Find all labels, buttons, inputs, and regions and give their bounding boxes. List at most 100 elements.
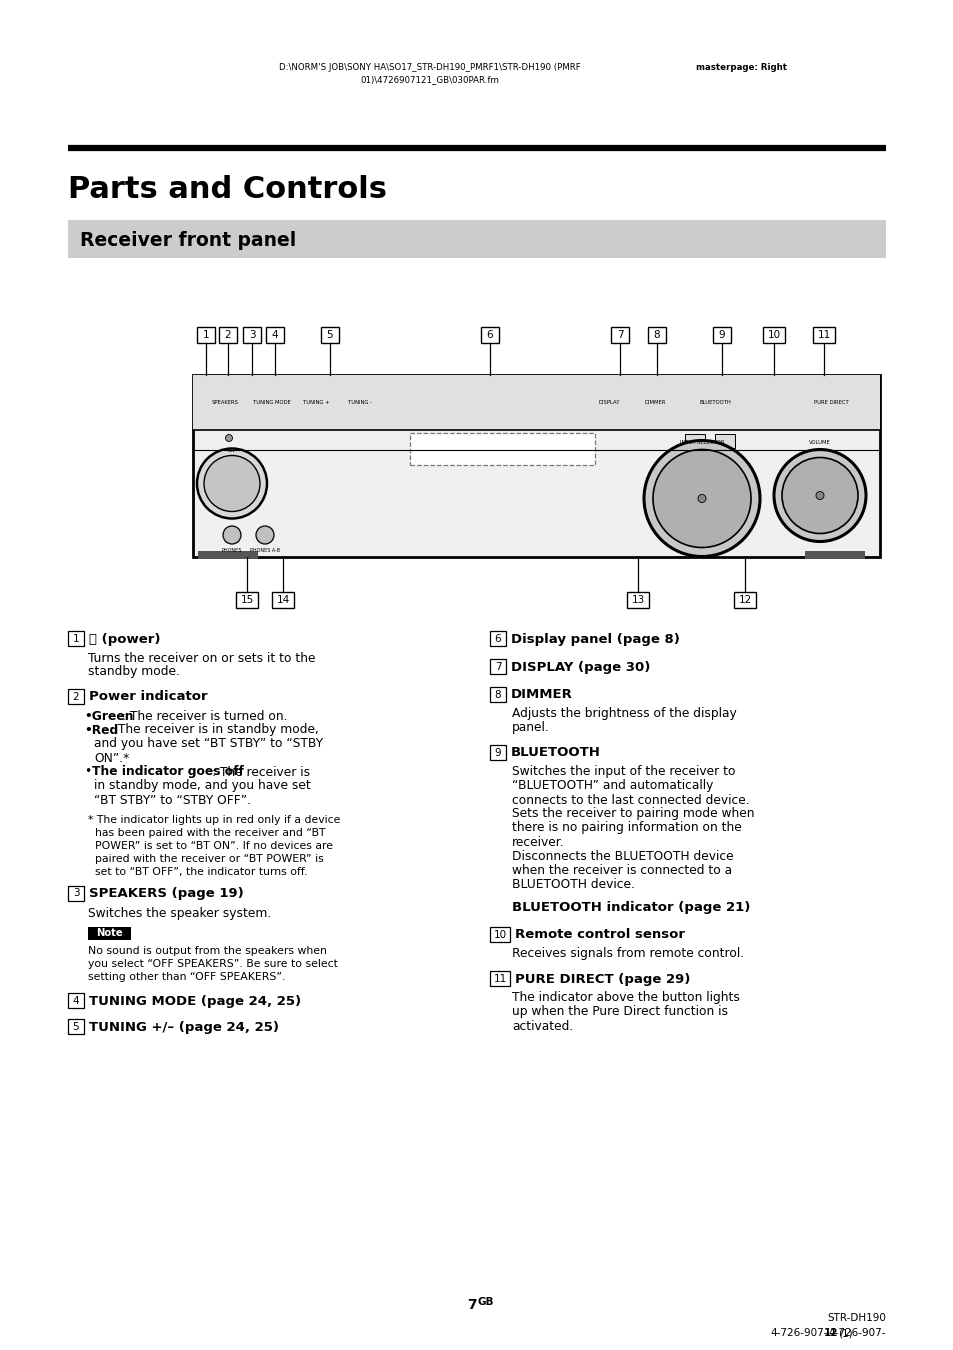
Text: 6: 6 — [486, 329, 493, 340]
Bar — [610, 327, 628, 343]
Bar — [480, 327, 498, 343]
Text: BLUETOOTH indicator (page 21): BLUETOOTH indicator (page 21) — [512, 900, 750, 914]
Bar — [198, 551, 257, 559]
Text: SPEAKERS: SPEAKERS — [212, 400, 238, 405]
Text: Remote control sensor: Remote control sensor — [515, 929, 684, 941]
Text: 12: 12 — [738, 595, 751, 605]
Text: : The receiver is turned on.: : The receiver is turned on. — [122, 710, 287, 722]
Circle shape — [698, 494, 705, 502]
Bar — [68, 220, 885, 258]
Bar — [243, 327, 261, 343]
Bar — [88, 927, 131, 940]
Text: : The receiver is in standby mode,: : The receiver is in standby mode, — [110, 724, 318, 737]
Text: 1: 1 — [72, 633, 79, 644]
Bar — [684, 433, 704, 448]
Text: Switches the input of the receiver to: Switches the input of the receiver to — [512, 765, 735, 779]
Bar — [320, 327, 338, 343]
Text: * The indicator lights up in red only if a device: * The indicator lights up in red only if… — [88, 815, 340, 825]
Bar — [804, 551, 864, 559]
Text: 3: 3 — [249, 329, 255, 340]
Circle shape — [643, 440, 760, 556]
Bar — [410, 433, 595, 464]
Text: 3: 3 — [72, 888, 79, 899]
Text: Receives signals from remote control.: Receives signals from remote control. — [512, 948, 743, 960]
Bar — [68, 630, 84, 647]
Bar — [490, 927, 510, 942]
Text: 01)\4726907121_GB\030PAR.fm: 01)\4726907121_GB\030PAR.fm — [360, 76, 499, 85]
Text: masterpage: Right: masterpage: Right — [696, 62, 786, 72]
Text: standby mode.: standby mode. — [88, 666, 180, 679]
Text: TUNING +: TUNING + — [302, 400, 329, 405]
Text: receiver.: receiver. — [512, 836, 564, 849]
Circle shape — [773, 450, 865, 541]
Circle shape — [204, 455, 260, 512]
Text: D:\NORM'S JOB\SONY HA\SO17_STR-DH190_PMRF1\STR-DH190 (PMRF: D:\NORM'S JOB\SONY HA\SO17_STR-DH190_PMR… — [279, 62, 580, 72]
Text: Receiver front panel: Receiver front panel — [80, 231, 296, 250]
Bar — [812, 327, 834, 343]
Circle shape — [255, 526, 274, 544]
Text: 5: 5 — [326, 329, 333, 340]
Text: •Red: •Red — [84, 724, 118, 737]
Bar — [68, 886, 84, 900]
Circle shape — [196, 448, 267, 518]
Text: 4: 4 — [272, 329, 278, 340]
Bar — [733, 593, 755, 608]
Text: •: • — [84, 765, 91, 779]
Circle shape — [225, 435, 233, 441]
Text: The indicator above the button lights: The indicator above the button lights — [512, 991, 740, 1004]
Text: DISPLAY: DISPLAY — [598, 400, 619, 405]
Bar — [68, 688, 84, 703]
Text: Disconnects the BLUETOOTH device: Disconnects the BLUETOOTH device — [512, 849, 733, 863]
Text: and you have set “BT STBY” to “STBY: and you have set “BT STBY” to “STBY — [94, 737, 323, 751]
Text: : The receiver is: : The receiver is — [212, 765, 310, 779]
Text: setting other than “OFF SPEAKERS”.: setting other than “OFF SPEAKERS”. — [88, 972, 285, 981]
Text: 4-726-907-: 4-726-907- — [827, 1328, 885, 1338]
Text: 9: 9 — [718, 329, 724, 340]
Circle shape — [223, 526, 241, 544]
Text: 6: 6 — [495, 633, 500, 644]
Text: Parts and Controls: Parts and Controls — [68, 176, 387, 204]
Text: 2: 2 — [72, 691, 79, 702]
Bar — [266, 327, 284, 343]
Text: DISPLAY (page 30): DISPLAY (page 30) — [511, 660, 650, 674]
Text: ⏻ (power): ⏻ (power) — [89, 633, 160, 645]
Text: 13: 13 — [631, 595, 644, 605]
Text: The indicator goes off: The indicator goes off — [91, 765, 244, 779]
Bar — [272, 593, 294, 608]
Text: 15: 15 — [240, 595, 253, 605]
Text: INPUT SELECTOR: INPUT SELECTOR — [679, 440, 723, 444]
Text: 2: 2 — [225, 329, 231, 340]
Bar — [219, 327, 236, 343]
Bar — [490, 687, 505, 702]
Text: 7: 7 — [616, 329, 622, 340]
Text: 5: 5 — [72, 1022, 79, 1031]
Bar — [193, 375, 879, 431]
Bar — [490, 745, 505, 760]
Text: VOLUME: VOLUME — [808, 440, 830, 444]
Text: Power indicator: Power indicator — [89, 690, 208, 703]
Text: 1: 1 — [202, 329, 209, 340]
Text: BLUETOOTH: BLUETOOTH — [511, 747, 600, 760]
Text: SPEAKERS (page 19): SPEAKERS (page 19) — [89, 887, 244, 900]
Text: PHONES A-B: PHONES A-B — [250, 548, 280, 554]
Text: 9: 9 — [495, 748, 500, 757]
Text: 12: 12 — [823, 1328, 838, 1338]
Text: TUNING +/– (page 24, 25): TUNING +/– (page 24, 25) — [89, 1021, 278, 1034]
Text: 7: 7 — [467, 1297, 476, 1312]
Bar — [193, 375, 879, 558]
Bar — [714, 433, 734, 448]
Text: 11: 11 — [817, 329, 830, 340]
Bar — [196, 327, 214, 343]
Text: has been paired with the receiver and “BT: has been paired with the receiver and “B… — [88, 828, 325, 838]
Text: 8: 8 — [653, 329, 659, 340]
Text: panel.: panel. — [512, 721, 549, 734]
Text: 4: 4 — [72, 995, 79, 1006]
Text: DIMMER: DIMMER — [643, 400, 665, 405]
Text: TUNING MODE (page 24, 25): TUNING MODE (page 24, 25) — [89, 995, 301, 1007]
Text: DIMMER: DIMMER — [511, 688, 572, 702]
Text: you select “OFF SPEAKERS”. Be sure to select: you select “OFF SPEAKERS”. Be sure to se… — [88, 958, 337, 969]
Bar — [712, 327, 730, 343]
Text: GB: GB — [477, 1297, 494, 1307]
Text: in standby mode, and you have set: in standby mode, and you have set — [94, 779, 311, 792]
Text: BLUETOOTH device.: BLUETOOTH device. — [512, 878, 634, 891]
